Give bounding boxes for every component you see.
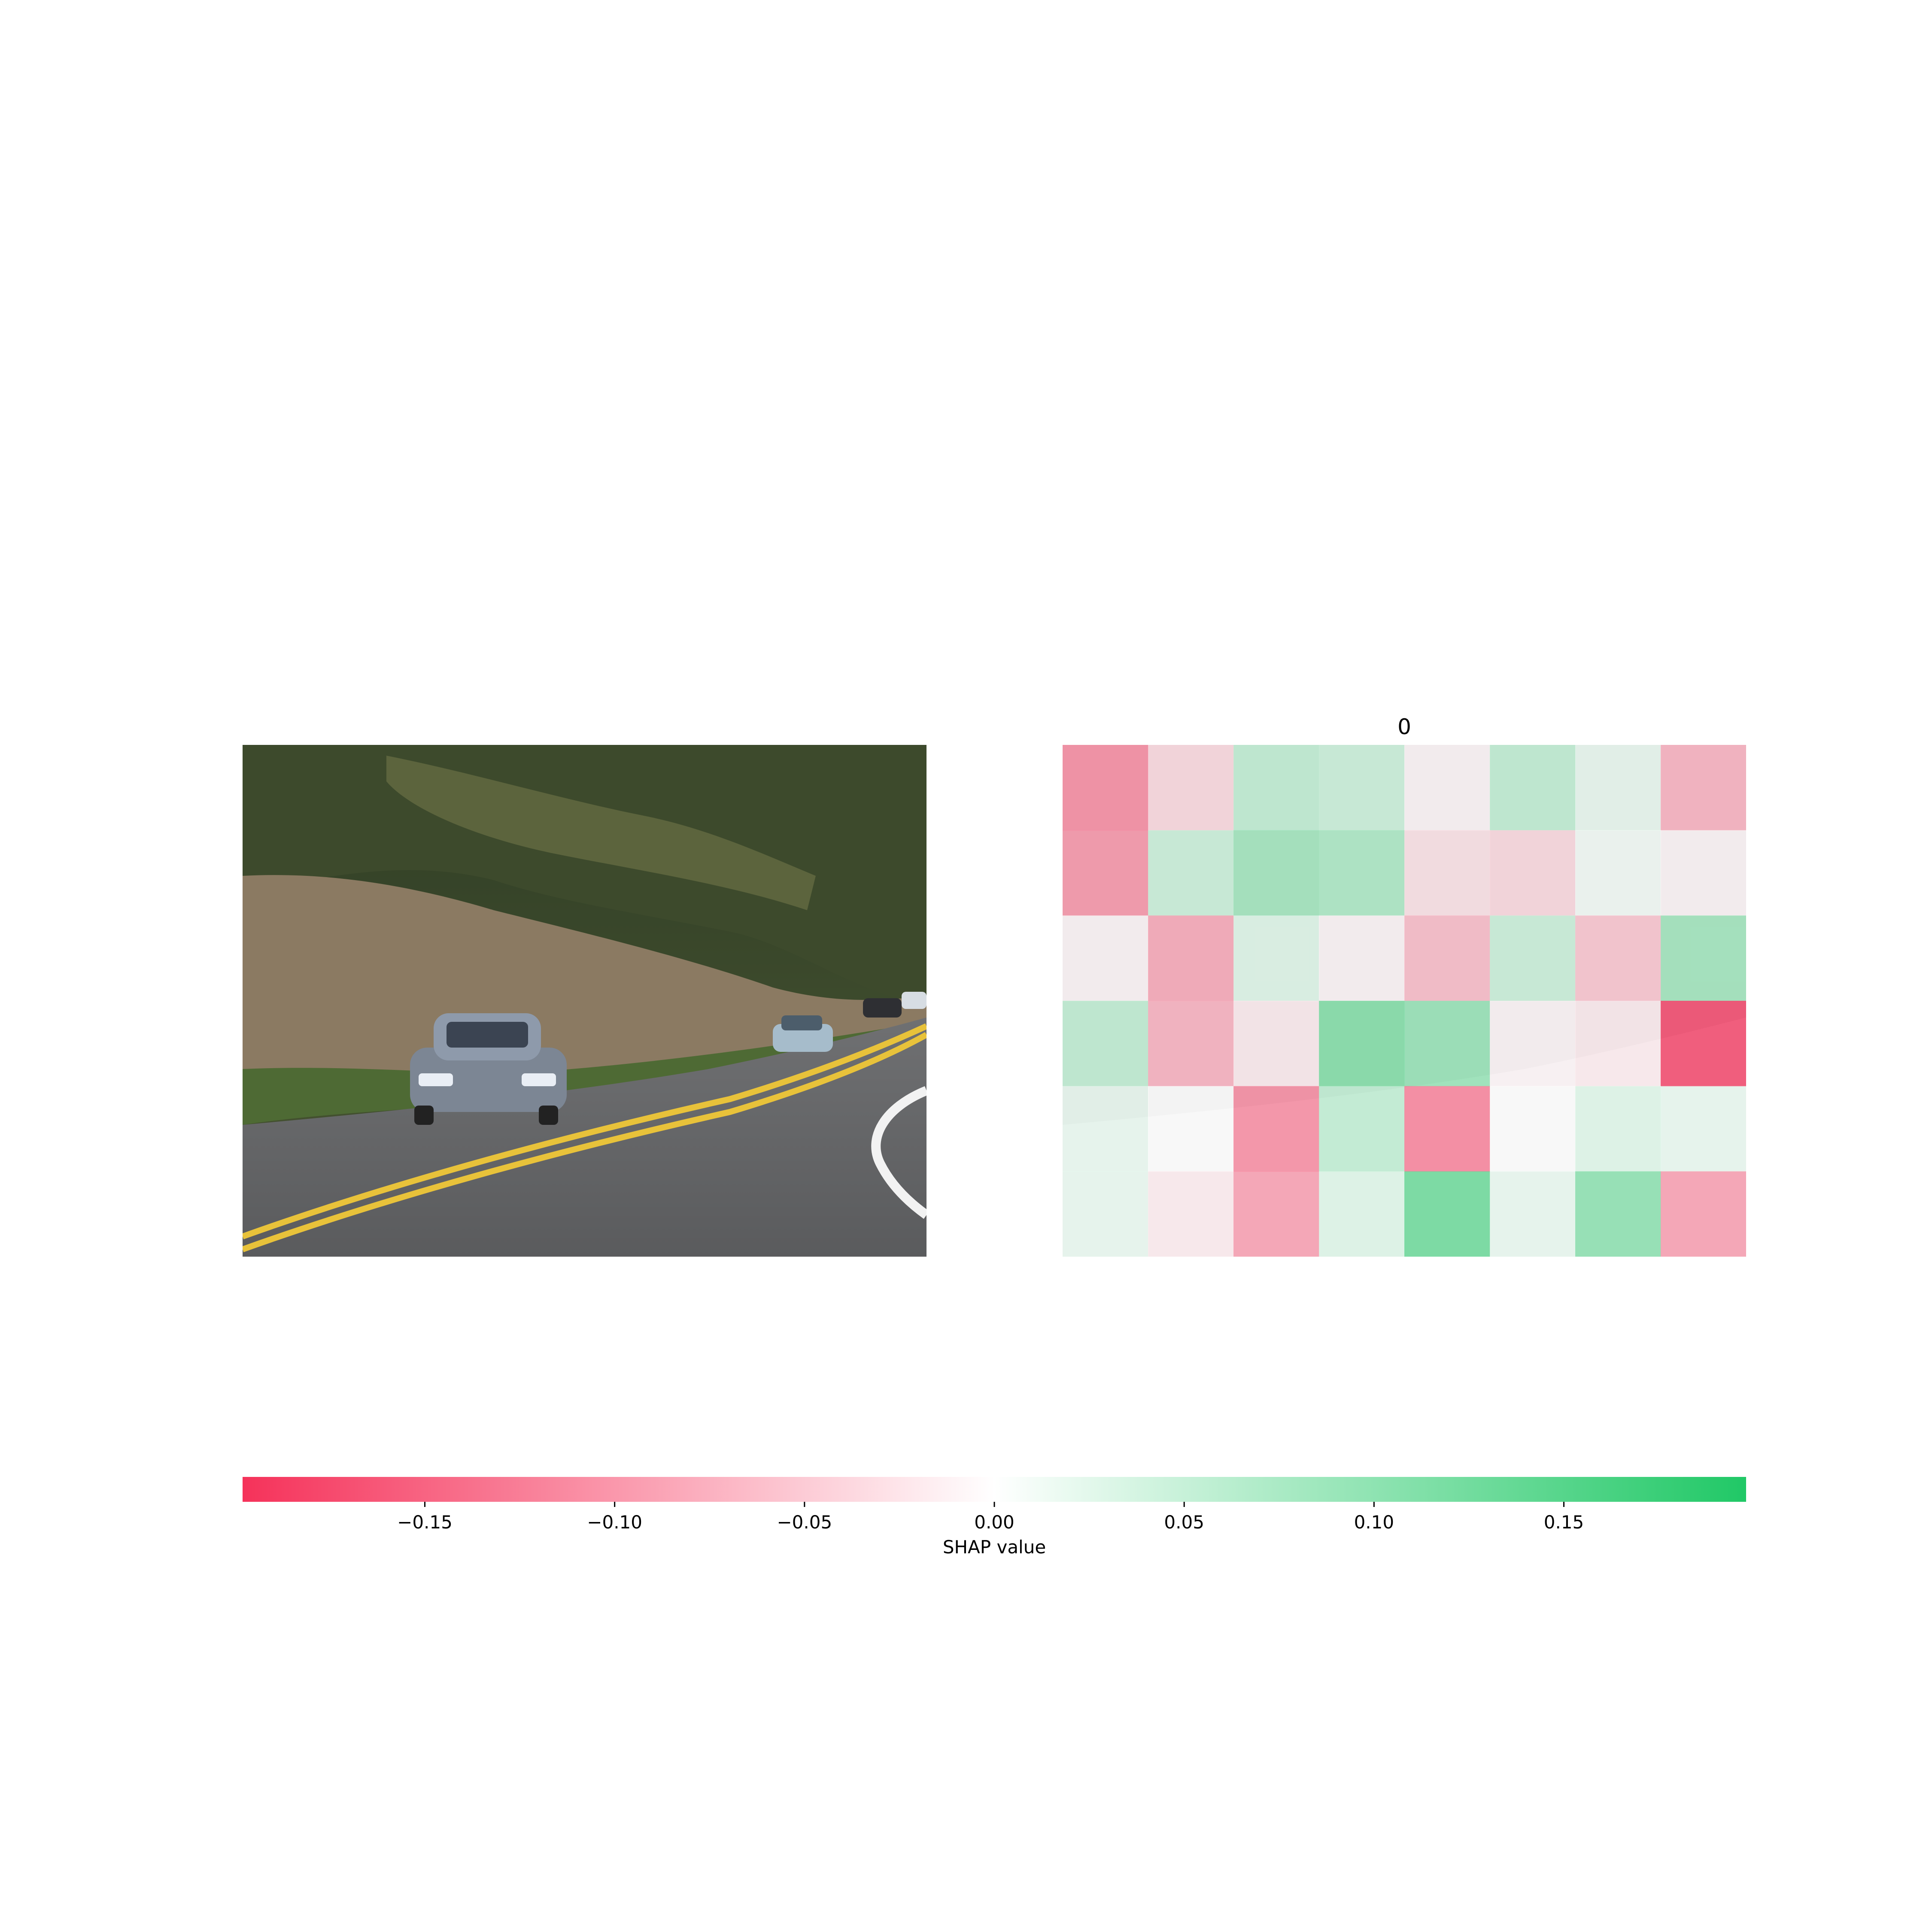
shap-cell-r5-c5 <box>1490 1171 1576 1257</box>
shap-cell-r3-c0 <box>1063 1001 1148 1087</box>
shap-cell-r2-c3 <box>1319 915 1405 1001</box>
shap-cell-r1-c4 <box>1404 830 1490 916</box>
shap-cell-r1-c2 <box>1233 830 1319 916</box>
shap-cell-r5-c0 <box>1063 1171 1148 1257</box>
shap-cell-r2-c1 <box>1148 915 1234 1001</box>
shap-cell-r3-c6 <box>1575 1001 1661 1087</box>
colorbar-tick-label: −0.15 <box>397 1512 453 1533</box>
road-yellow-line-1 <box>243 1023 927 1239</box>
shap-cell-r0-c1 <box>1148 745 1234 831</box>
shap-cell-r1-c6 <box>1575 830 1661 916</box>
car-middle <box>773 1015 833 1052</box>
shap-cell-r2-c4 <box>1404 915 1490 1001</box>
shap-cell-r2-c6 <box>1575 915 1661 1001</box>
shap-cell-r2-c0 <box>1063 915 1148 1001</box>
tree-highlights <box>386 756 816 910</box>
colorbar-tick-label: −0.05 <box>777 1512 832 1533</box>
shap-cell-r1-c1 <box>1148 830 1234 916</box>
shap-cell-r5-c7 <box>1661 1171 1746 1257</box>
shap-cell-r1-c7 <box>1661 830 1746 916</box>
shap-cell-r0-c4 <box>1404 745 1490 831</box>
shap-cell-r0-c7 <box>1661 745 1746 831</box>
colorbar-tick-label: 0.10 <box>1354 1512 1394 1533</box>
colorbar-tick-label: 0.15 <box>1544 1512 1584 1533</box>
shap-cell-r4-c1 <box>1148 1086 1234 1172</box>
road-yellow-line-2 <box>243 1032 927 1252</box>
shap-cell-r0-c6 <box>1575 745 1661 831</box>
colorbar: −0.15 −0.10 −0.05 0.00 0.05 0.10 0.15 SHAP val… <box>243 1477 1746 1558</box>
shap-cell-r5-c2 <box>1233 1171 1319 1257</box>
road-white-edge <box>871 1086 927 1219</box>
shap-cell-r1-c3 <box>1319 830 1405 916</box>
shap-panel <box>1063 745 1746 1257</box>
shap-cell-r3-c1 <box>1148 1001 1234 1087</box>
shap-cell-r3-c3 <box>1319 1001 1405 1087</box>
colorbar-ticks: −0.15 −0.10 −0.05 0.00 0.05 0.10 0.15 <box>397 1502 1584 1533</box>
shap-cell-r5-c3 <box>1319 1171 1405 1257</box>
shap-cell-r2-c2 <box>1233 915 1319 1001</box>
colorbar-label: SHAP value <box>943 1537 1046 1558</box>
colorbar-tick-label: 0.05 <box>1164 1512 1204 1533</box>
shap-superpixel-grid <box>1063 745 1746 1257</box>
shap-cell-r0-c5 <box>1490 745 1576 831</box>
tree-canopy <box>243 745 927 1005</box>
shap-cell-r3-c2 <box>1233 1001 1319 1087</box>
shap-cell-r5-c4 <box>1404 1171 1490 1257</box>
shap-cell-r5-c1 <box>1148 1171 1234 1257</box>
shap-cell-r2-c7 <box>1661 915 1746 1001</box>
shap-cell-r3-c7 <box>1661 1001 1746 1087</box>
car-far <box>863 992 927 1018</box>
shap-cell-r2-c5 <box>1490 915 1576 1001</box>
shap-cell-r5-c6 <box>1575 1171 1661 1257</box>
input-photo <box>243 745 927 1257</box>
car-front <box>410 1013 567 1125</box>
shap-cell-r4-c4 <box>1404 1086 1490 1172</box>
colorbar-tick-label: −0.10 <box>587 1512 642 1533</box>
shap-cell-r4-c6 <box>1575 1086 1661 1172</box>
shap-cell-r0-c0 <box>1063 745 1148 831</box>
shap-cell-r3-c5 <box>1490 1001 1576 1087</box>
colorbar-gradient <box>243 1477 1746 1502</box>
colorbar-tick-label: 0.00 <box>974 1512 1015 1533</box>
shap-cell-r1-c0 <box>1063 830 1148 916</box>
shap-cell-r4-c5 <box>1490 1086 1576 1172</box>
shap-cell-r1-c5 <box>1490 830 1576 916</box>
shap-cell-r0-c2 <box>1233 745 1319 831</box>
shap-cell-r4-c0 <box>1063 1086 1148 1172</box>
shap-panel-title: 0 <box>1397 714 1411 739</box>
shap-cell-r4-c2 <box>1233 1086 1319 1172</box>
shap-cell-r0-c3 <box>1319 745 1405 831</box>
shap-cell-r4-c3 <box>1319 1086 1405 1172</box>
shap-cell-r4-c7 <box>1661 1086 1746 1172</box>
shap-cell-r3-c4 <box>1404 1001 1490 1087</box>
